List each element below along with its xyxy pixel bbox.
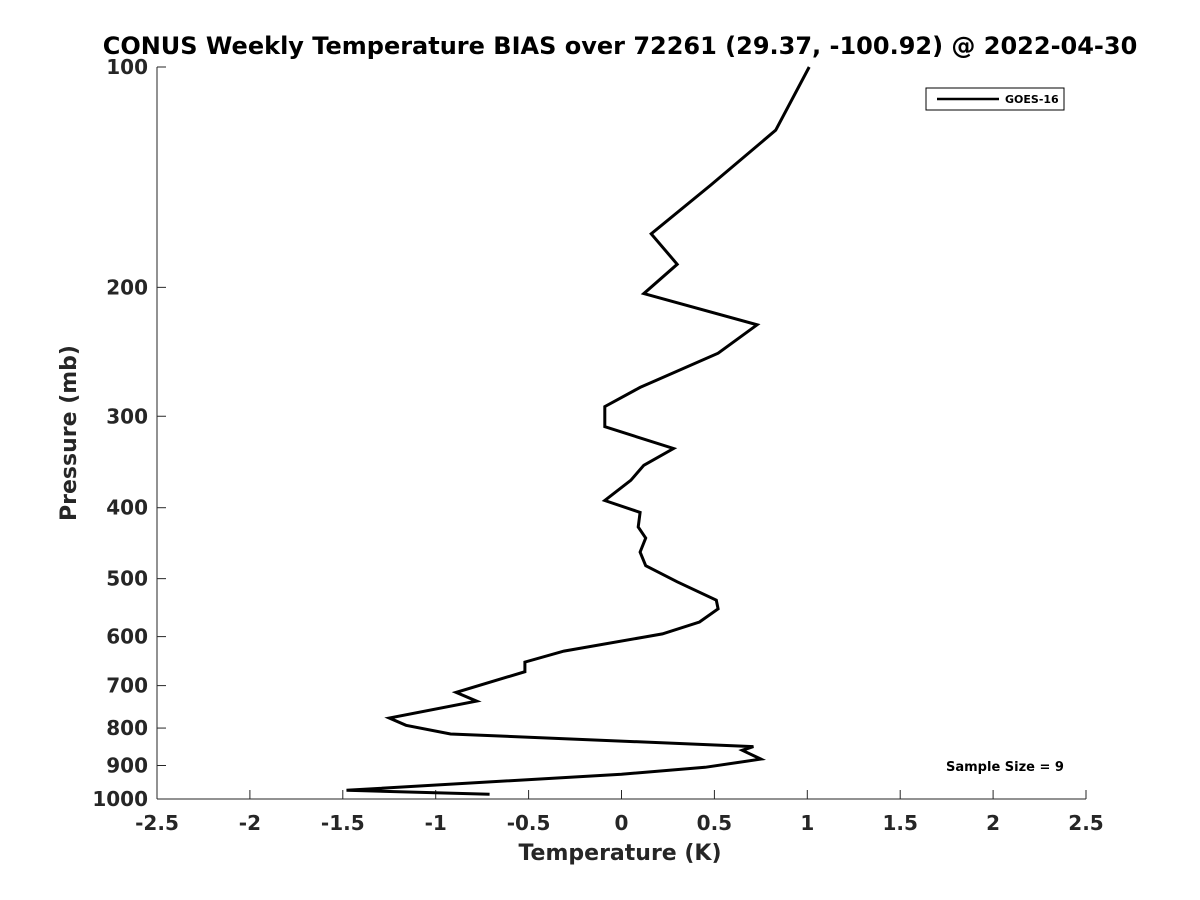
y-tick-label: 200 (106, 275, 148, 299)
legend: GOES-16 (925, 87, 1065, 111)
x-tick-label: 2.5 (1068, 811, 1103, 835)
x-tick-label: -1.5 (321, 811, 365, 835)
y-tick-label: 400 (106, 496, 148, 520)
x-tick-label: 1 (800, 811, 814, 835)
x-tick-label: 2 (986, 811, 1000, 835)
y-tick-label: 500 (106, 567, 148, 591)
x-tick-label: 1.5 (882, 811, 917, 835)
y-axis-ticks: 100 200 300 400 500 600 700 800 900 1000 (92, 55, 166, 811)
x-tick-label: -1 (425, 811, 447, 835)
x-tick-label: -2 (239, 811, 261, 835)
x-axis-label: Temperature (K) (518, 841, 721, 866)
x-axis-ticks: -2.5 -2 -1.5 -1 -0.5 0 0.5 1 1.5 2 2.5 (135, 790, 1104, 835)
y-tick-label: 700 (106, 674, 148, 698)
y-axis-label: Pressure (mb) (57, 345, 82, 521)
series-group (346, 66, 811, 796)
x-tick-label: -0.5 (507, 811, 551, 835)
y-tick-label: 800 (106, 716, 148, 740)
x-tick-label: 0.5 (697, 811, 732, 835)
y-tick-label: 600 (106, 625, 148, 649)
y-tick-label: 100 (106, 55, 148, 79)
sample-size-annotation: Sample Size = 9 (946, 760, 1064, 775)
y-tick-label: 1000 (92, 787, 148, 811)
y-tick-label: 300 (106, 404, 148, 428)
series-line-goes-16 (346, 66, 811, 796)
x-tick-label: 0 (615, 811, 629, 835)
chart-title: CONUS Weekly Temperature BIAS over 72261… (103, 32, 1138, 60)
x-tick-label: -2.5 (135, 811, 179, 835)
legend-label-goes-16: GOES-16 (1005, 93, 1059, 106)
y-tick-label: 900 (106, 754, 148, 778)
